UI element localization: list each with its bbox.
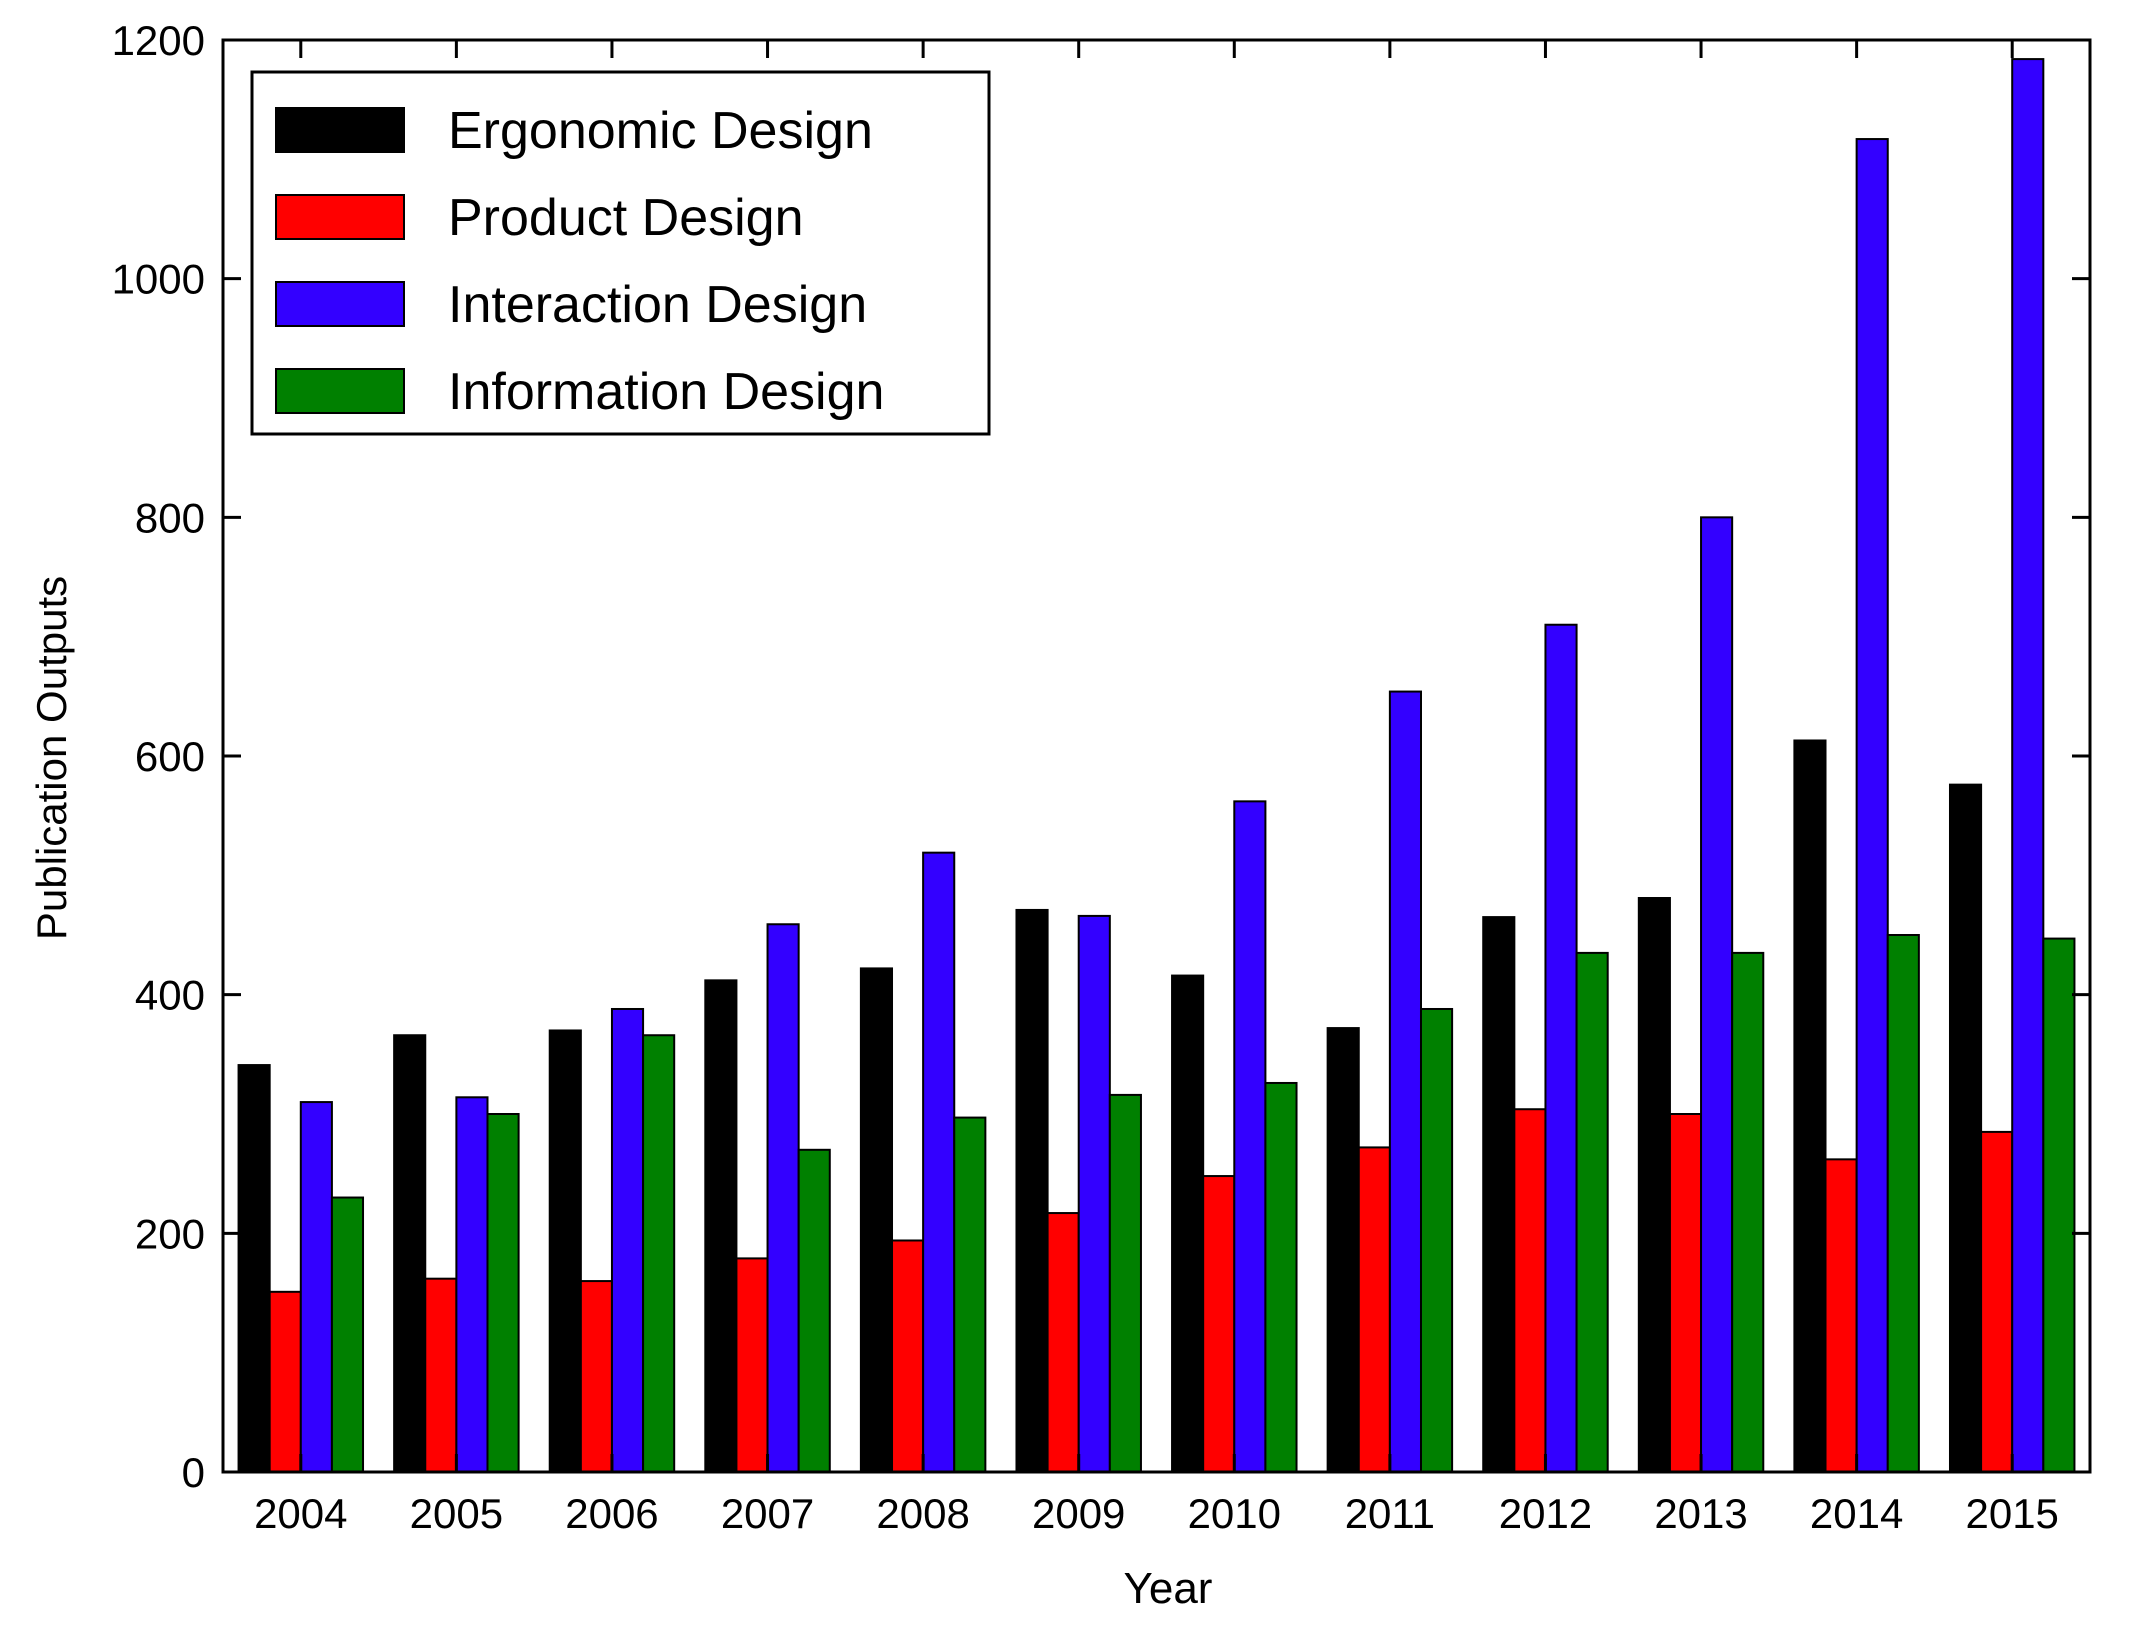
legend-swatch-product-design <box>275 194 405 240</box>
bar-ergonomic-design-2008 <box>859 967 894 1473</box>
bar-product-design-2013 <box>1668 1113 1703 1473</box>
y-tick-label: 600 <box>135 733 205 780</box>
bar-interaction-design-2015 <box>2011 58 2045 1474</box>
bar-interaction-design-2007 <box>766 923 800 1473</box>
y-axis-label: Publication Outputs <box>28 576 75 940</box>
legend-swatch-ergonomic-design <box>275 107 405 153</box>
x-tick-label: 2009 <box>1032 1490 1125 1537</box>
y-tick-label: 1200 <box>112 17 205 64</box>
x-tick-label: 2004 <box>254 1490 347 1537</box>
bar-interaction-design-2010 <box>1233 800 1267 1473</box>
bar-information-design-2014 <box>1886 934 1920 1473</box>
bar-product-design-2012 <box>1513 1108 1547 1473</box>
y-tick-label: 800 <box>135 494 205 541</box>
bar-ergonomic-design-2014 <box>1793 739 1827 1473</box>
y-tick-label: 400 <box>135 972 205 1019</box>
bar-information-design-2004 <box>330 1196 365 1474</box>
x-tick-label: 2005 <box>410 1490 503 1537</box>
bar-information-design-2012 <box>1575 951 1609 1473</box>
bar-interaction-design-2014 <box>1855 138 1889 1473</box>
legend-label-product-design: Product Design <box>448 189 804 247</box>
bar-ergonomic-design-2006 <box>548 1029 582 1473</box>
legend-label-ergonomic-design: Ergonomic Design <box>448 102 873 160</box>
x-tick-label: 2007 <box>721 1490 814 1537</box>
legend-label-interaction-design: Interaction Design <box>448 276 867 334</box>
x-tick-label: 2015 <box>1965 1490 2058 1537</box>
x-axis-label: Year <box>1124 1564 1213 1613</box>
bar-ergonomic-design-2009 <box>1015 908 1049 1473</box>
legend: Ergonomic Design Product Design Interactio… <box>250 70 991 436</box>
bar-ergonomic-design-2010 <box>1171 974 1205 1473</box>
bar-information-design-2008 <box>953 1116 987 1473</box>
legend-swatch-interaction-design <box>275 281 405 327</box>
bar-ergonomic-design-2011 <box>1326 1027 1360 1473</box>
bar-interaction-design-2006 <box>610 1007 645 1473</box>
x-tick-label: 2012 <box>1499 1490 1592 1537</box>
bar-interaction-design-2008 <box>922 851 956 1473</box>
legend-swatch-information-design <box>275 368 405 414</box>
bar-information-design-2015 <box>2042 937 2076 1473</box>
bar-product-design-2005 <box>424 1277 458 1474</box>
x-tick-label: 2010 <box>1188 1490 1281 1537</box>
bar-product-design-2008 <box>891 1239 925 1473</box>
bar-ergonomic-design-2012 <box>1482 916 1516 1473</box>
bar-ergonomic-design-2005 <box>393 1034 427 1473</box>
y-tick-label: 1000 <box>112 256 205 303</box>
bar-ergonomic-design-2007 <box>704 979 738 1473</box>
x-tick-label: 2014 <box>1810 1490 1903 1537</box>
x-tick-label: 2011 <box>1345 1490 1435 1537</box>
bar-interaction-design-2011 <box>1388 690 1423 1473</box>
bar-interaction-design-2012 <box>1544 623 1578 1473</box>
bar-product-design-2015 <box>1980 1130 2014 1474</box>
y-tick-label: 0 <box>182 1449 205 1496</box>
x-tick-label: 2008 <box>876 1490 969 1537</box>
bar-product-design-2009 <box>1046 1212 1080 1474</box>
bar-interaction-design-2013 <box>1700 516 1734 1473</box>
x-tick-label: 2013 <box>1654 1490 1747 1537</box>
x-tick-label: 2006 <box>565 1490 658 1537</box>
bar-interaction-design-2004 <box>299 1101 333 1473</box>
axes-layer: 0 200 400 600 800 1000 1200 2004 2005 2006 2007 200… <box>112 17 2092 1537</box>
bar-product-design-2006 <box>579 1280 613 1473</box>
bar-information-design-2010 <box>1264 1081 1298 1473</box>
bar-information-design-2011 <box>1419 1007 1454 1473</box>
bar-interaction-design-2005 <box>455 1096 489 1474</box>
bar-product-design-2004 <box>268 1290 302 1474</box>
bar-information-design-2009 <box>1108 1093 1142 1474</box>
bar-interaction-design-2009 <box>1077 914 1111 1473</box>
y-tick-label: 200 <box>135 1210 205 1257</box>
bar-product-design-2007 <box>735 1257 769 1474</box>
bar-ergonomic-design-2015 <box>1948 783 1983 1473</box>
bar-ergonomic-design-2004 <box>237 1064 271 1473</box>
bar-information-design-2013 <box>1731 951 1765 1473</box>
bar-information-design-2007 <box>797 1148 831 1474</box>
bar-product-design-2010 <box>1202 1175 1236 1474</box>
bar-product-design-2014 <box>1824 1158 1858 1473</box>
bar-product-design-2011 <box>1357 1146 1391 1474</box>
bars-layer <box>237 58 2076 1474</box>
bar-ergonomic-design-2013 <box>1637 897 1671 1473</box>
bar-information-design-2006 <box>642 1034 676 1473</box>
bar-information-design-2005 <box>486 1113 520 1473</box>
legend-label-information-design: Information Design <box>448 363 884 421</box>
